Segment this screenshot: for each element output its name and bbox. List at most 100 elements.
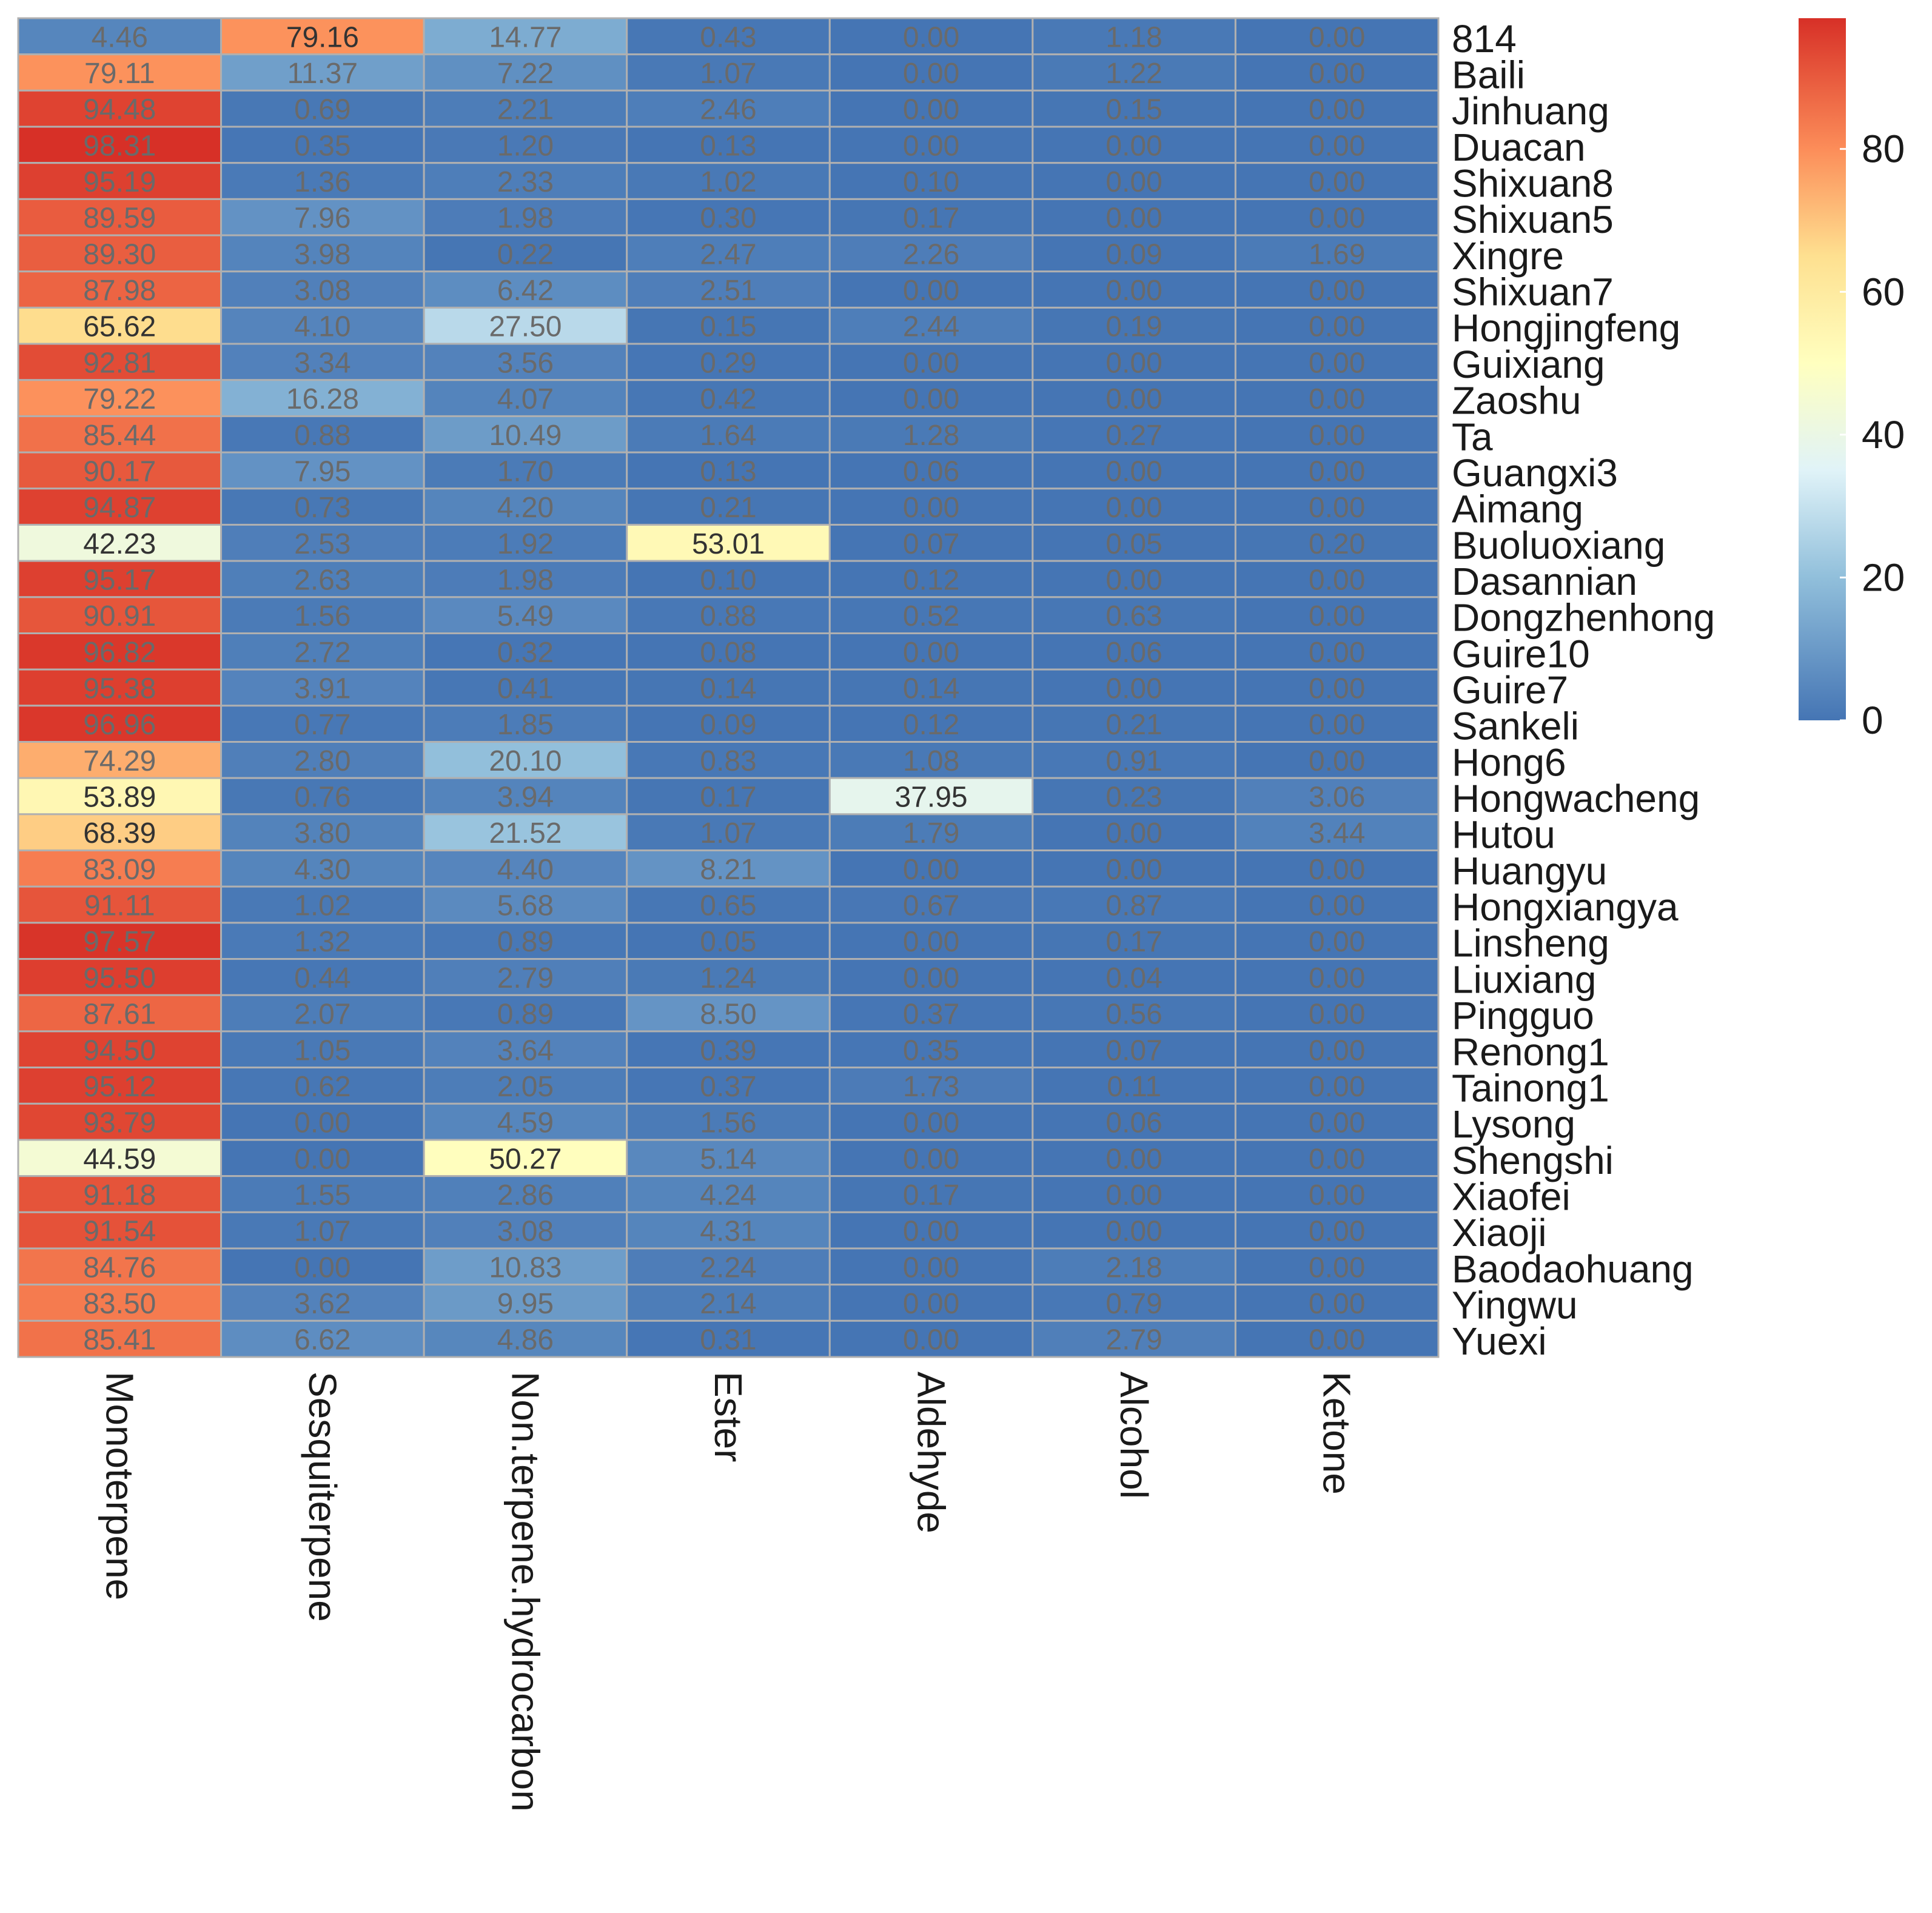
cell-value-label: 0.00: [294, 1143, 351, 1175]
cell-value-label: 0.00: [1309, 311, 1365, 343]
row-label: Guire7: [1452, 668, 1568, 712]
heatmap-cell: [1234, 813, 1440, 852]
heatmap-cell: [1234, 885, 1440, 924]
cell-value-label: 83.50: [83, 1288, 156, 1320]
cell-value-label: 2.79: [497, 962, 554, 994]
cell-value-label: 0.00: [1309, 1324, 1365, 1356]
cell-value-label: 0.00: [1309, 420, 1365, 452]
cell-value-label: 50.27: [489, 1143, 562, 1175]
cell-value-label: 92.81: [83, 347, 156, 379]
row-label: Xingre: [1452, 234, 1564, 278]
cell-value-label: 1.64: [700, 420, 756, 452]
cell-value-label: 0.00: [1309, 926, 1365, 958]
cell-value-label: 89.30: [83, 238, 156, 270]
heatmap-cell: [626, 1175, 831, 1213]
heatmap-cell: [1031, 523, 1236, 562]
cell-value-label: 2.44: [903, 311, 959, 343]
cell-value-label: 0.32: [497, 637, 554, 669]
cell-value-label: 3.80: [294, 817, 351, 849]
heatmap-cell: [1234, 1175, 1440, 1213]
cell-value-label: 85.41: [83, 1324, 156, 1356]
heatmap-cell: [17, 1139, 223, 1178]
cell-value-label: 4.24: [700, 1179, 756, 1211]
cell-value-label: 0.14: [903, 673, 959, 705]
cell-value-label: 0.00: [1309, 709, 1365, 741]
heatmap-cell: [1234, 1067, 1440, 1105]
heatmap-cell: [220, 741, 425, 779]
cell-value-label: 0.00: [1105, 166, 1162, 198]
heatmap-cell: [828, 1175, 1034, 1213]
row-label: Renong1: [1452, 1030, 1609, 1074]
cell-value-label: 0.07: [1105, 1034, 1162, 1067]
cell-value-label: 2.21: [497, 94, 554, 126]
cell-value-label: 0.00: [1105, 203, 1162, 235]
heatmap-cell: [626, 632, 831, 671]
heatmap-cell: [1031, 379, 1236, 417]
cell-value-label: 0.00: [1105, 1216, 1162, 1248]
cell-value-label: 0.77: [294, 709, 351, 741]
cell-value-label: 5.68: [497, 890, 554, 922]
cell-value-label: 1.85: [497, 709, 554, 741]
heatmap-cell: [626, 1102, 831, 1141]
heatmap-cell: [17, 705, 223, 743]
column-label: Ester: [706, 1372, 750, 1462]
cell-value-label: 0.12: [903, 564, 959, 596]
cell-value-label: 1.69: [1309, 238, 1365, 270]
cell-value-label: 0.89: [497, 926, 554, 958]
cell-value-label: 0.00: [1309, 637, 1365, 669]
color-legend-bar: [1799, 18, 1846, 720]
heatmap-cell: [828, 849, 1034, 888]
heatmap-cell: [17, 523, 223, 562]
heatmap-cell: [828, 379, 1034, 417]
heatmap-cell: [1031, 1284, 1236, 1322]
cell-value-label: 0.00: [1309, 347, 1365, 379]
heatmap-cell: [423, 813, 628, 852]
cell-value-label: 79.22: [83, 383, 156, 415]
legend-tick-label: 0: [1862, 699, 1883, 742]
heatmap-cell: [1031, 234, 1236, 273]
heatmap-cell: [626, 379, 831, 417]
cell-value-label: 2.86: [497, 1179, 554, 1211]
heatmap-cell: [17, 126, 223, 164]
heatmap-cell: [626, 415, 831, 454]
heatmap-cell: [17, 849, 223, 888]
cell-value-label: 2.47: [700, 238, 756, 270]
cell-value-label: 2.24: [700, 1251, 756, 1284]
cell-value-label: 0.41: [497, 673, 554, 705]
row-label: Ta: [1452, 415, 1493, 458]
cell-value-label: 0.00: [903, 58, 959, 90]
row-label: Zaoshu: [1452, 379, 1581, 423]
cell-value-label: 0.05: [700, 926, 756, 958]
heatmap-cell: [1234, 198, 1440, 236]
cell-value-label: 1.98: [497, 203, 554, 235]
row-label: Hutou: [1452, 813, 1555, 857]
row-labels: 814BailiJinhuangDuacanShixuan8Shixuan5Xi…: [1452, 17, 1715, 1363]
cell-value-label: 0.10: [700, 564, 756, 596]
heatmap-cell: [1234, 849, 1440, 888]
heatmap-cells: [17, 17, 1440, 1358]
heatmap-cell: [1234, 1211, 1440, 1250]
heatmap-cell: [423, 596, 628, 634]
cell-value-label: 3.98: [294, 238, 351, 270]
cell-value-label: 0.00: [1309, 1216, 1365, 1248]
heatmap-cell: [1031, 89, 1236, 128]
row-label: Hong6: [1452, 740, 1566, 784]
cell-value-label: 0.00: [1105, 564, 1162, 596]
heatmap-cell: [1234, 958, 1440, 996]
heatmap-cell: [1031, 270, 1236, 309]
cell-value-label: 74.29: [83, 745, 156, 777]
cell-value-label: 97.57: [83, 926, 156, 958]
heatmap-cell: [1234, 741, 1440, 779]
cell-value-label: 10.83: [489, 1251, 562, 1284]
heatmap-cell: [1031, 343, 1236, 381]
cell-value-label: 0.27: [1105, 420, 1162, 452]
cell-value-label: 94.48: [83, 94, 156, 126]
cell-value-label: 8.21: [700, 854, 756, 886]
heatmap-cell: [1031, 994, 1236, 1033]
heatmap-cell: [17, 451, 223, 490]
cell-value-label: 90.17: [83, 455, 156, 487]
cell-value-label: 2.63: [294, 564, 351, 596]
cell-value-label: 7.95: [294, 455, 351, 487]
cell-value-label: 0.00: [1105, 817, 1162, 849]
heatmap-cell: [423, 306, 628, 345]
